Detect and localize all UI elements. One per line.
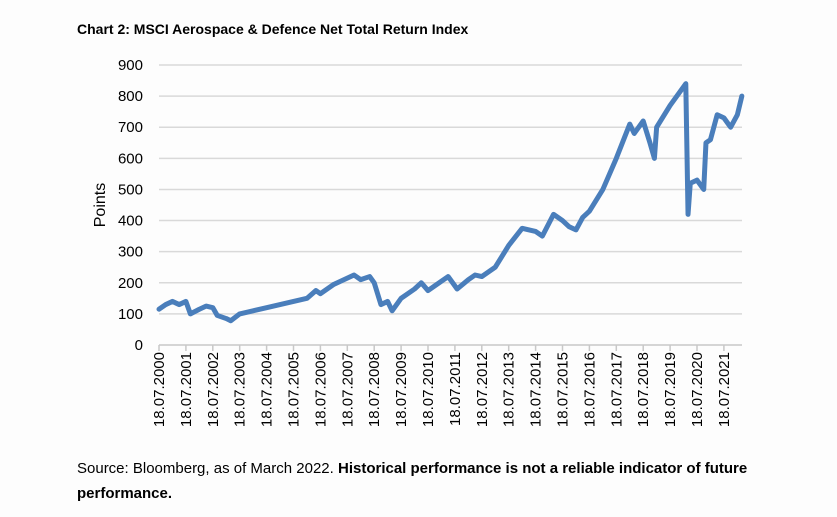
index-series-line — [156, 81, 745, 324]
y-tick-label: 700 — [118, 119, 143, 136]
x-tick-label: 18.07.2015 — [555, 352, 572, 427]
y-axis-label: Points — [92, 183, 109, 227]
x-tick-label: 18.07.2014 — [528, 352, 545, 427]
y-tick-label: 0 — [135, 337, 143, 354]
disclaimer-text: Historical performance is not a reliable… — [77, 460, 748, 502]
x-tick-label: 18.07.2018 — [635, 352, 652, 427]
x-tick-label: 18.07.2010 — [420, 352, 437, 427]
x-tick-label: 18.07.2008 — [366, 352, 383, 427]
y-tick-label: 600 — [118, 150, 143, 167]
y-tick-label: 400 — [118, 213, 143, 230]
x-tick-label: 18.07.2020 — [689, 352, 706, 427]
y-tick-label: 900 — [118, 57, 143, 74]
x-tick-label: 18.07.2019 — [662, 352, 679, 427]
x-tick-label: 18.07.2000 — [151, 352, 168, 427]
y-tick-label: 100 — [118, 306, 143, 323]
y-tick-label: 800 — [118, 88, 143, 105]
x-tick-label: 18.07.2004 — [259, 352, 276, 427]
x-tick-label: 18.07.2006 — [312, 352, 329, 427]
x-tick-label: 18.07.2003 — [232, 352, 249, 427]
x-tick-label: 18.07.2021 — [716, 352, 733, 427]
chart-title: Chart 2: MSCI Aerospace & Defence Net To… — [77, 21, 469, 37]
y-tick-label: 200 — [118, 275, 143, 292]
x-tick-label: 18.07.2016 — [581, 352, 598, 427]
x-tick-label: 18.07.2001 — [178, 352, 195, 427]
x-tick-label: 18.07.2011 — [447, 352, 464, 426]
y-tick-label: 300 — [118, 244, 143, 261]
y-tick-label: 500 — [118, 181, 143, 198]
x-tick-label: 18.07.2013 — [501, 352, 518, 427]
x-tick-label: 18.07.2012 — [474, 352, 491, 427]
source-text: Source: Bloomberg, as of March 2022. — [77, 460, 338, 477]
x-tick-label: 18.07.2002 — [205, 352, 222, 427]
x-tick-label: 18.07.2009 — [393, 352, 410, 427]
x-tick-label: 18.07.2005 — [286, 352, 303, 427]
x-tick-label: 18.07.2007 — [339, 352, 356, 427]
x-tick-label: 18.07.2017 — [608, 352, 625, 427]
source-note: Source: Bloomberg, as of March 2022. His… — [77, 456, 817, 506]
